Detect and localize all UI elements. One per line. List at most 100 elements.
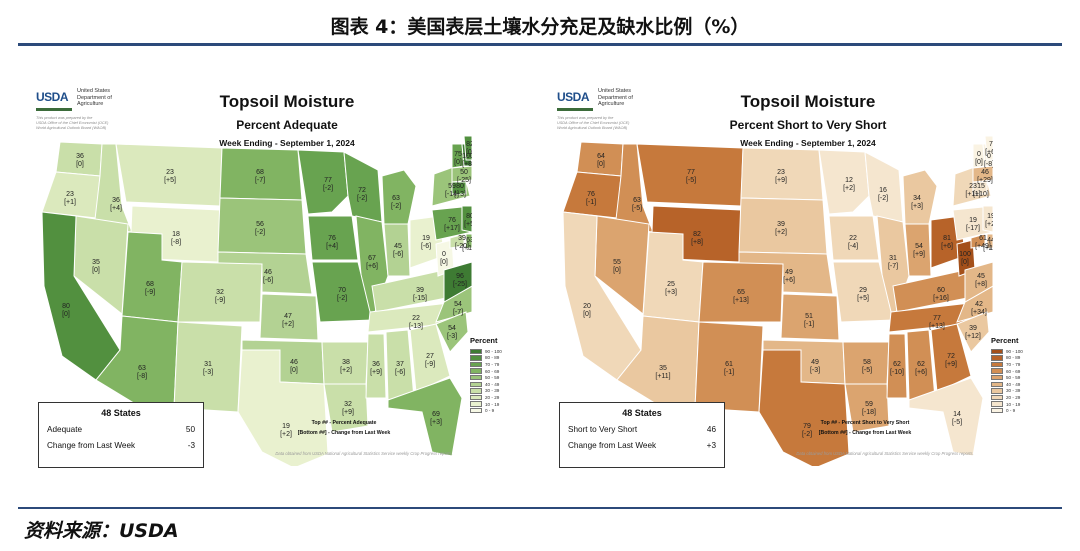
state-change-label: [+6] [985, 149, 993, 156]
state-value-label: 14 [953, 411, 961, 418]
panel-adequate: USDA United States Department of Agricul… [32, 66, 532, 476]
summary-box: 48 States Short to Very Short 46 Change f… [559, 402, 725, 468]
data-note: Data obtained from USDA National Agricul… [275, 451, 453, 456]
state-value-label: 75 [454, 151, 462, 158]
legend-swatch [991, 361, 1003, 368]
legend-label: 0 - 9 [1006, 408, 1016, 414]
state-value-label: 32 [216, 289, 224, 296]
state-region-ga [930, 323, 972, 393]
legend-label: 80 - 89 [485, 355, 500, 361]
state-region-in [383, 223, 411, 277]
state-change-label: [+2] [985, 221, 993, 228]
legend-swatch [470, 361, 482, 368]
state-value-label: 100 [959, 251, 971, 258]
state-value-label: 23 [66, 191, 74, 198]
legend-swatch [991, 368, 1003, 374]
state-region-ks [780, 293, 840, 341]
label-key: Top ## - Percent Adequate [Bottom ##] - … [297, 420, 391, 436]
state-change-label: [-25] [453, 281, 467, 288]
state-change-label: [+8] [975, 281, 987, 288]
state-value-label: 72 [947, 353, 955, 360]
state-change-label: [-7] [255, 177, 265, 184]
state-value-label: 67 [368, 255, 376, 262]
state-region-sc [435, 311, 469, 353]
state-value-label: 22 [849, 235, 857, 242]
state-value-label: 68 [146, 281, 154, 288]
state-region-ma [972, 165, 993, 183]
state-value-label: 62 [917, 361, 925, 368]
summary-row: Short to Very Short 46 [568, 425, 716, 434]
state-change-label: [-17] [966, 225, 980, 232]
state-change-label: [+3] [454, 191, 466, 198]
state-change-label: [+34] [971, 309, 987, 316]
state-value-label: 64 [597, 153, 605, 160]
state-value-label: 0 [987, 153, 991, 160]
legend-swatch [991, 407, 1003, 414]
state-change-label: [+17] [444, 225, 460, 232]
legend-item: 30 - 39 [991, 388, 1053, 395]
usda-org-name: United States Department of Agriculture [598, 88, 633, 107]
summary-title: 48 States [622, 408, 662, 418]
state-change-label: [-2] [337, 295, 347, 302]
state-value-label: 29 [859, 287, 867, 294]
summary-box: 48 States Adequate 50 Change from Last We… [38, 402, 204, 468]
state-change-label: [-1] [586, 199, 596, 206]
map-week: Week Ending - September 1, 2024 [219, 138, 355, 148]
summary-title: 48 States [101, 408, 141, 418]
state-value-label: 76 [448, 217, 456, 224]
state-region-me [984, 136, 993, 161]
source-note: 资料来源：USDA [24, 520, 179, 542]
state-value-label: 76 [587, 191, 595, 198]
state-value-label: 77 [933, 315, 941, 322]
state-region-de [465, 233, 472, 249]
state-value-label: 18 [172, 231, 180, 238]
map-title: Topsoil Moisture [219, 92, 355, 111]
state-change-label: [+6] [941, 243, 953, 250]
state-change-label: [-25] [457, 177, 471, 184]
state-value-label: 68 [256, 169, 264, 176]
state-change-label: [+9] [370, 369, 382, 376]
state-change-label: [+9] [775, 177, 787, 184]
state-value-label: 15 [977, 183, 985, 190]
state-change-label: [+2] [775, 229, 787, 236]
state-value-label: 39 [969, 325, 977, 332]
state-value-label: 65 [737, 289, 745, 296]
state-value-label: 77 [324, 177, 332, 184]
state-value-label: 50 [460, 169, 468, 176]
usda-logo: USDA [36, 88, 72, 111]
state-change-label: [-5] [632, 205, 642, 212]
state-value-label: 69 [432, 411, 440, 418]
state-change-label: [0] [290, 367, 298, 374]
state-change-label: [0] [92, 267, 100, 274]
legend-label: 30 - 39 [1006, 388, 1021, 394]
state-region-md [970, 233, 986, 249]
state-change-label: [+2] [340, 367, 352, 374]
legend-swatch [470, 374, 482, 381]
state-change-label: [+4] [326, 243, 338, 250]
state-change-label: [-8] [984, 161, 993, 168]
state-value-label: 27 [426, 353, 434, 360]
state-value-label: 44 [987, 237, 993, 244]
legend-label: 40 - 49 [485, 381, 500, 387]
state-change-label: [-6] [421, 243, 431, 250]
state-value-label: 0 [442, 251, 446, 258]
state-value-label: 80 [456, 183, 464, 190]
state-change-label: [-18] [862, 409, 876, 416]
panel-short: USDA United States Department of Agricul… [553, 66, 1053, 476]
state-change-label: [-2] [802, 431, 812, 438]
legend-swatch [470, 348, 482, 354]
legend-label: 70 - 79 [1006, 361, 1021, 367]
state-value-label: 81 [943, 235, 951, 242]
state-change-label: [-15] [413, 295, 427, 302]
legend: Percent 90 - 100 80 - 89 70 - 79 60 - 69 50 … [991, 336, 1053, 414]
state-value-label: 56 [256, 221, 264, 228]
state-change-label: [0] [440, 259, 448, 266]
legend-item: 10 - 19 [991, 401, 1053, 408]
state-change-label: [-5] [952, 419, 962, 426]
state-change-label: [-7] [888, 263, 898, 270]
legend-label: 60 - 69 [1006, 368, 1021, 374]
state-value-label: 100 [462, 153, 472, 160]
state-change-label: [+10] [973, 191, 989, 198]
state-change-label: [0] [961, 259, 969, 266]
legend-label: 70 - 79 [485, 361, 500, 367]
